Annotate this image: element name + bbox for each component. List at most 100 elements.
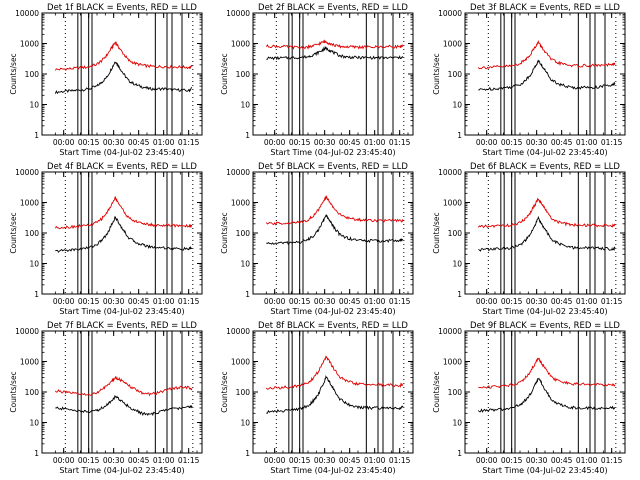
y-tick-label: 10 — [29, 419, 39, 428]
lld-series-line — [265, 355, 403, 390]
x-tick-label: 00:45 — [551, 456, 573, 465]
detector-panel-5: Det 5f BLACK = Events, RED = LLD 1 10 100 10… — [220, 162, 414, 316]
lld-series-line — [478, 357, 616, 389]
panel-title: Det 8f BLACK = Events, RED = LLD — [258, 321, 408, 331]
events-series-line — [478, 59, 616, 91]
y-tick-label: 10 — [29, 101, 39, 110]
lld-series-line — [54, 41, 193, 72]
y-axis-label: Counts/sec — [9, 371, 18, 412]
detector-panel-9: Det 9f BLACK = Events, RED = LLD 1 10 100 10… — [432, 321, 626, 475]
y-tick-label: 1000 — [20, 199, 39, 208]
x-tick-label: 00:00 — [53, 138, 75, 147]
detector-panel-3: Det 3f BLACK = Events, RED = LLD 1 10 100 10… — [432, 3, 626, 157]
x-tick-label: 01:00 — [576, 138, 598, 147]
x-tick-label: 00:15 — [501, 138, 523, 147]
y-axis-label: Counts/sec — [220, 212, 229, 253]
x-tick-label: 00:45 — [551, 138, 573, 147]
x-tick-label: 00:30 — [526, 138, 548, 147]
x-tick-label: 00:30 — [103, 297, 125, 306]
y-tick-label: 1 — [245, 449, 250, 458]
x-tick-label: 01:15 — [178, 297, 200, 306]
panel-title: Det 5f BLACK = Events, RED = LLD — [258, 162, 408, 172]
detector-panel-7: Det 7f BLACK = Events, RED = LLD 1 10 100 10… — [9, 321, 203, 475]
events-series-line — [55, 395, 193, 417]
y-tick-label: 1000 — [231, 40, 250, 49]
y-tick-label: 1000 — [443, 40, 462, 49]
y-tick-label: 1 — [245, 290, 250, 299]
x-axis-label: Start Time (04-Jul-02 23:45:40) — [270, 466, 395, 475]
y-axis-label: Counts/sec — [9, 53, 18, 94]
detector-panel-1: Det 1f BLACK = Events, RED = LLD 1 10 100 10… — [9, 3, 203, 157]
panel-title: Det 2f BLACK = Events, RED = LLD — [258, 3, 408, 13]
detector-panel-2: Det 2f BLACK = Events, RED = LLD 1 10 100 10… — [220, 3, 414, 157]
events-series-line — [266, 374, 404, 414]
x-tick-label: 00:00 — [264, 138, 286, 147]
y-tick-label: 100 — [448, 388, 463, 397]
lld-series-line — [265, 39, 404, 50]
y-tick-label: 10000 — [15, 168, 39, 177]
x-axis-label: Start Time (04-Jul-02 23:45:40) — [59, 148, 184, 157]
y-tick-label: 10 — [452, 260, 462, 269]
x-tick-label: 01:00 — [364, 297, 386, 306]
lld-series-line — [477, 197, 616, 229]
y-tick-label: 10 — [240, 419, 250, 428]
x-tick-label: 00:30 — [103, 456, 125, 465]
y-axis-label: Counts/sec — [432, 371, 441, 412]
y-tick-label: 100 — [25, 70, 40, 79]
y-tick-label: 1 — [34, 449, 39, 458]
x-axis-label: Start Time (04-Jul-02 23:45:40) — [482, 307, 607, 316]
x-tick-label: 00:45 — [551, 297, 573, 306]
panel-title: Det 1f BLACK = Events, RED = LLD — [47, 3, 197, 13]
panel-title: Det 4f BLACK = Events, RED = LLD — [47, 162, 197, 172]
x-tick-label: 00:45 — [339, 456, 361, 465]
x-tick-label: 01:15 — [601, 138, 623, 147]
panel-title: Det 6f BLACK = Events, RED = LLD — [470, 162, 620, 172]
y-tick-label: 1000 — [231, 358, 250, 367]
y-tick-label: 10000 — [226, 327, 250, 336]
x-tick-label: 00:45 — [339, 297, 361, 306]
x-tick-label: 01:15 — [601, 456, 623, 465]
x-tick-label: 01:15 — [389, 138, 411, 147]
x-tick-label: 01:00 — [364, 456, 386, 465]
x-tick-label: 00:30 — [314, 297, 336, 306]
x-tick-label: 01:00 — [364, 138, 386, 147]
x-tick-label: 01:00 — [153, 297, 175, 306]
plot-frame — [41, 12, 203, 136]
y-tick-label: 100 — [25, 388, 40, 397]
y-tick-label: 10000 — [226, 168, 250, 177]
y-tick-label: 1000 — [20, 40, 39, 49]
x-tick-label: 00:15 — [78, 456, 100, 465]
y-tick-label: 10000 — [438, 9, 462, 18]
x-axis-label: Start Time (04-Jul-02 23:45:40) — [482, 466, 607, 475]
x-tick-label: 00:00 — [53, 297, 75, 306]
x-tick-label: 00:15 — [501, 297, 523, 306]
x-tick-label: 00:30 — [526, 297, 548, 306]
detector-panel-4: Det 4f BLACK = Events, RED = LLD 1 10 100 10… — [9, 162, 203, 316]
y-tick-label: 1000 — [443, 199, 462, 208]
x-tick-label: 00:30 — [314, 456, 336, 465]
events-series-line — [55, 216, 193, 253]
x-tick-label: 00:30 — [103, 138, 125, 147]
x-tick-label: 00:15 — [78, 297, 100, 306]
plot-frame — [252, 330, 414, 454]
events-series-line — [478, 215, 616, 252]
x-tick-label: 01:15 — [601, 297, 623, 306]
panel-title: Det 3f BLACK = Events, RED = LLD — [470, 3, 620, 13]
plot-frame — [464, 171, 626, 295]
y-tick-label: 10000 — [15, 327, 39, 336]
y-axis-label: Counts/sec — [220, 371, 229, 412]
x-axis-label: Start Time (04-Jul-02 23:45:40) — [59, 466, 184, 475]
plot-frame — [252, 171, 414, 295]
x-tick-label: 00:15 — [78, 138, 100, 147]
lld-series-line — [477, 39, 616, 70]
x-tick-label: 00:45 — [339, 138, 361, 147]
x-tick-label: 00:45 — [128, 456, 150, 465]
y-tick-label: 1 — [457, 131, 462, 140]
y-tick-label: 1000 — [20, 358, 39, 367]
y-tick-label: 10 — [452, 101, 462, 110]
panel-title: Det 9f BLACK = Events, RED = LLD — [470, 321, 620, 331]
x-tick-label: 01:00 — [576, 297, 598, 306]
x-axis-label: Start Time (04-Jul-02 23:45:40) — [270, 307, 395, 316]
x-tick-label: 00:00 — [476, 456, 498, 465]
y-axis-label: Counts/sec — [432, 53, 441, 94]
